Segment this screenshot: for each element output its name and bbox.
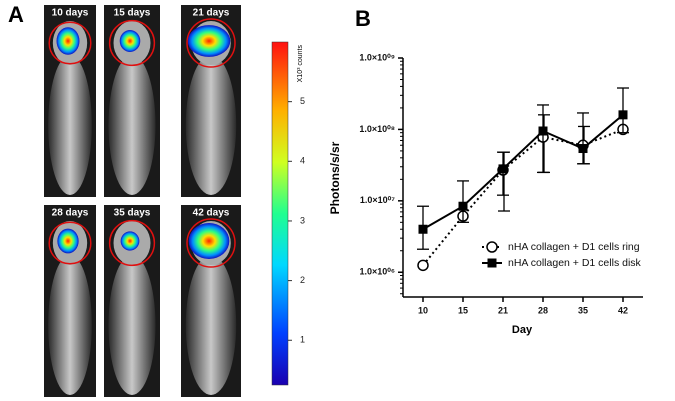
- mouse-body: [48, 55, 92, 195]
- y-tick-label: 1.0×10⁰⁷: [360, 195, 395, 205]
- x-tick-label: 28: [538, 305, 548, 315]
- y-tick-label: 1.0×10⁰⁶: [359, 267, 395, 277]
- signal: [188, 223, 230, 259]
- legend-label: nHA collagen + D1 cells disk: [508, 257, 642, 269]
- image-label: 10 days: [52, 8, 89, 19]
- point: [538, 126, 548, 136]
- colorbar-tick-label: 3: [300, 215, 305, 225]
- signal: [119, 30, 141, 52]
- panel-label: B: [355, 6, 371, 31]
- mouse-body: [108, 55, 156, 195]
- y-axis-label: Photons/s/sr: [328, 141, 342, 214]
- mouse-body: [185, 55, 237, 195]
- colorbar-tick-label: 5: [300, 96, 305, 106]
- colorbar: [271, 41, 289, 386]
- mouse-body: [185, 255, 237, 395]
- roi-circle: [108, 19, 156, 67]
- point: [417, 259, 429, 272]
- roi-circle: [48, 21, 92, 65]
- x-tick-label: 15: [458, 305, 468, 315]
- x-tick-label: 21: [498, 305, 508, 315]
- point: [578, 144, 588, 154]
- legend-marker: [486, 241, 498, 253]
- x-axis-label: Day: [512, 324, 533, 336]
- image-label: 35 days: [114, 208, 151, 219]
- roi-circle: [186, 218, 236, 268]
- roi-circle: [186, 18, 236, 68]
- y-tick-label: 1.0×10⁰⁸: [359, 124, 395, 134]
- image-label: 21 days: [193, 8, 230, 19]
- mouse-body: [108, 255, 156, 395]
- x-tick-label: 35: [578, 305, 588, 315]
- image-label: 42 days: [193, 208, 230, 219]
- image-label: 28 days: [52, 208, 89, 219]
- x-tick-label: 10: [418, 305, 428, 315]
- point: [498, 164, 508, 174]
- roi-circle: [108, 219, 156, 267]
- legend-marker: [487, 258, 497, 268]
- mouse-body: [48, 255, 92, 395]
- x-tick-label: 42: [618, 305, 628, 315]
- image-label: 15 days: [114, 8, 151, 19]
- colorbar-tick-label: 1: [300, 335, 305, 345]
- series-line: [422, 114, 624, 231]
- roi-circle: [48, 221, 92, 265]
- colorbar-tick-label: 2: [300, 275, 305, 285]
- legend-label: nHA collagen + D1 cells ring: [508, 241, 640, 253]
- signal: [57, 228, 79, 254]
- y-tick-label: 1.0×10⁰⁹: [359, 52, 395, 62]
- panel-label: A: [8, 2, 24, 27]
- point: [458, 201, 468, 211]
- signal: [187, 25, 231, 57]
- signal: [56, 27, 80, 55]
- colorbar-tick-label: 4: [300, 156, 305, 166]
- series-line: [422, 128, 624, 266]
- point: [618, 110, 628, 120]
- colorbar-unit: X10³ counts: [297, 45, 304, 83]
- signal: [120, 231, 140, 251]
- point: [418, 224, 428, 234]
